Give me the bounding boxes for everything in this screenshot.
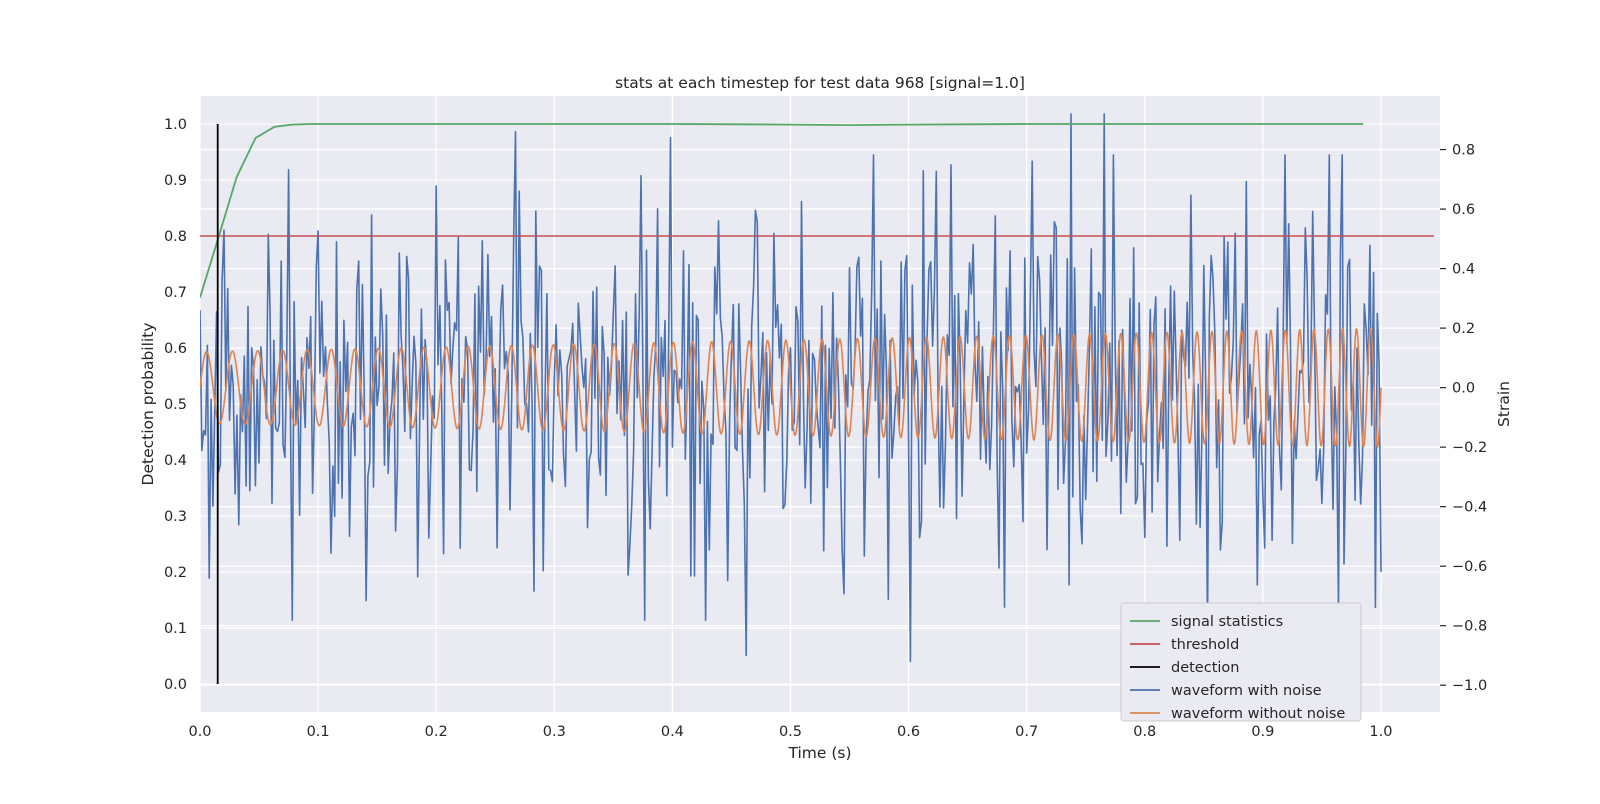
y2-axis-label: Strain — [1495, 381, 1513, 427]
chart-title: stats at each timestep for test data 968… — [615, 74, 1025, 92]
y-tick-label: 0.5 — [164, 397, 187, 413]
y2-tick-label: 0.6 — [1452, 202, 1475, 218]
y2-tick-label: −0.4 — [1452, 500, 1487, 516]
legend-label: waveform with noise — [1171, 683, 1322, 699]
x-axis-label: Time (s) — [787, 744, 851, 762]
x-tick-label: 0.1 — [307, 724, 330, 740]
y2-tick-label: −0.2 — [1452, 440, 1487, 456]
series-waveform-without-noise — [200, 327, 1382, 448]
x-tick-label: 0.9 — [1251, 724, 1274, 740]
legend-label: threshold — [1171, 637, 1239, 653]
y-tick-label: 0.6 — [164, 341, 187, 357]
y2-tick-label: −0.8 — [1452, 619, 1487, 635]
y-axis-label: Detection probability — [139, 323, 157, 486]
legend: signal statistics threshold detection wavef… — [1120, 602, 1362, 722]
y2-tick-label: 0.2 — [1452, 321, 1475, 337]
series-signal-statistics — [200, 123, 1364, 298]
x-tick-label: 0.2 — [425, 724, 448, 740]
x-tick-label: 1.0 — [1369, 724, 1392, 740]
x-tick-label: 0.7 — [1015, 724, 1038, 740]
y-tick-label: 0.7 — [164, 285, 187, 301]
y-tick-label: 0.1 — [164, 621, 187, 637]
y-tick-label: 0.8 — [164, 229, 187, 245]
y2-tick-label: 0.8 — [1452, 143, 1475, 159]
legend-label: signal statistics — [1171, 614, 1283, 630]
x-tick-label: 0.3 — [543, 724, 566, 740]
y-tick-label: 0.2 — [164, 565, 187, 581]
y-tick-label: 1.0 — [164, 117, 187, 133]
x-tick-label: 0.0 — [188, 724, 211, 740]
axis-layer: 0.0 0.1 0.2 0.3 0.4 0.5 0.6 0.7 0.8 0.9 1.0 0.0 0.1 0… — [164, 117, 1487, 740]
y-tick-label: 0.9 — [164, 173, 187, 189]
x-tick-label: 0.6 — [897, 724, 920, 740]
x-tick-label: 0.8 — [1133, 724, 1156, 740]
x-tick-label: 0.4 — [661, 724, 684, 740]
legend-label: detection — [1171, 660, 1239, 676]
y2-tick-label: 0.4 — [1452, 262, 1475, 278]
y-tick-label: 0.3 — [164, 509, 187, 525]
series-layer — [200, 113, 1435, 684]
y-tick-label: 0.0 — [164, 677, 187, 693]
y2-tick-label: −1.0 — [1452, 678, 1487, 694]
y-tick-label: 0.4 — [164, 453, 187, 469]
y2-tick-label: −0.6 — [1452, 559, 1487, 575]
legend-box — [1120, 602, 1362, 722]
legend-label: waveform without noise — [1171, 706, 1345, 722]
y2-tick-label: 0.0 — [1452, 381, 1475, 397]
x-tick-label: 0.5 — [779, 724, 802, 740]
